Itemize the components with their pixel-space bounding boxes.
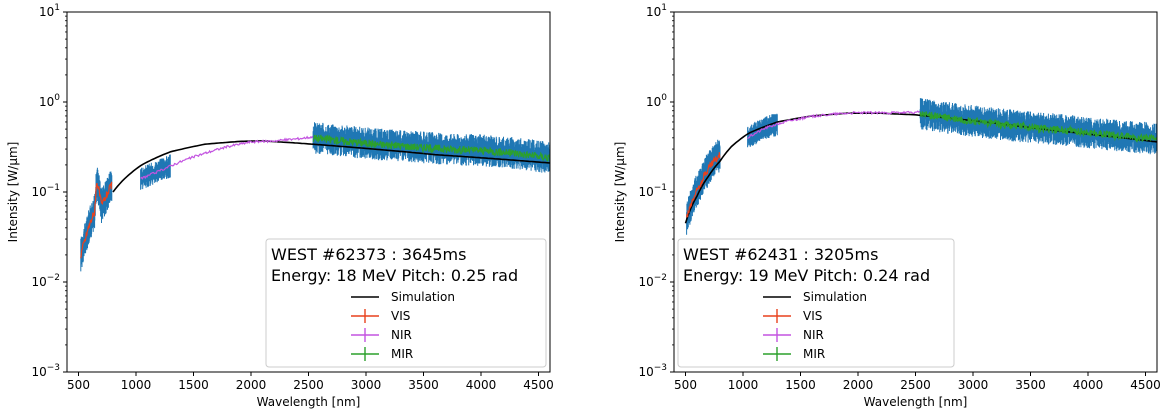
x-tick-label: 2000 <box>236 378 267 392</box>
nir-errorbars <box>747 113 778 148</box>
legend-label-vis: VIS <box>803 309 822 323</box>
legend-label-mir: MIR <box>391 347 413 361</box>
x-tick-label: 2500 <box>900 378 931 392</box>
chart-panel-2: 500 1000 1500 2000 2500 3000 3500 4000 4500 10−3 1… <box>613 3 1161 409</box>
y-tick-label: 10−3 <box>638 363 667 379</box>
legend-label-mir: MIR <box>803 347 825 361</box>
x-tick-label: 3500 <box>408 378 439 392</box>
legend-label-nir: NIR <box>803 328 824 342</box>
series-line-nir <box>747 110 920 140</box>
nir-errorbars <box>140 154 171 190</box>
legend-title-line1: WEST #62373 : 3645ms <box>271 245 466 264</box>
x-tick-label: 500 <box>674 378 697 392</box>
x-tick-label: 500 <box>67 378 90 392</box>
legend: WEST #62373 : 3645ms Energy: 18 MeV Pitch… <box>265 238 547 368</box>
x-axis-label: Wavelength [nm] <box>257 395 361 409</box>
y-tick-label: 10−3 <box>31 363 60 379</box>
legend-label-nir: NIR <box>391 328 412 342</box>
vis-errorbars <box>686 139 721 235</box>
y-tick-label: 10−2 <box>31 273 60 289</box>
x-tick-label: 1500 <box>178 378 209 392</box>
y-axis-label: Intensity [W/μm] <box>6 142 20 243</box>
x-tick-label: 3000 <box>351 378 382 392</box>
series-line-mir <box>312 134 550 162</box>
legend-title-line2: Energy: 18 MeV Pitch: 0.25 rad <box>271 266 518 285</box>
legend-label-simulation: Simulation <box>803 290 867 304</box>
y-axis-label: Intensity [W/μm] <box>613 142 627 243</box>
y-tick-label: 10−2 <box>638 273 667 289</box>
x-tick-label: 3500 <box>1015 378 1046 392</box>
x-tick-label: 1000 <box>728 378 759 392</box>
y-tick-label: 101 <box>39 3 60 19</box>
x-tick-label: 1500 <box>785 378 816 392</box>
series-line-vis <box>80 181 113 259</box>
legend-label-vis: VIS <box>391 309 410 323</box>
x-tick-label: 2000 <box>843 378 874 392</box>
plot-area <box>80 122 550 272</box>
x-tick-label: 4000 <box>466 378 497 392</box>
x-axis-label: Wavelength [nm] <box>864 395 968 409</box>
y-tick-label: 10−1 <box>638 183 667 199</box>
y-tick-label: 100 <box>646 93 667 109</box>
y-tick-label: 101 <box>646 3 667 19</box>
x-tick-label: 3000 <box>958 378 989 392</box>
legend: WEST #62431 : 3205ms Energy: 19 MeV Pitch… <box>677 238 955 368</box>
x-tick-label: 4500 <box>523 378 554 392</box>
legend-title-line2: Energy: 19 MeV Pitch: 0.24 rad <box>683 266 930 285</box>
series-line-mir <box>919 111 1157 144</box>
x-tick-label: 4000 <box>1073 378 1104 392</box>
series-line-vis <box>686 152 721 218</box>
chart-panel-1: 500 1000 1500 2000 2500 3000 3500 4000 4500 10−3 1… <box>6 3 554 409</box>
series-line-nir <box>140 135 314 180</box>
series-line-simulation <box>112 140 550 193</box>
legend-box <box>677 238 955 368</box>
legend-title-line1: WEST #62431 : 3205ms <box>683 245 878 264</box>
legend-label-simulation: Simulation <box>391 290 455 304</box>
y-tick-label: 10−1 <box>31 183 60 199</box>
x-tick-label: 2500 <box>293 378 324 392</box>
y-tick-label: 100 <box>39 93 60 109</box>
plot-area <box>684 98 1157 235</box>
x-tick-label: 4500 <box>1130 378 1161 392</box>
x-tick-label: 1000 <box>121 378 152 392</box>
legend-box <box>265 238 547 368</box>
